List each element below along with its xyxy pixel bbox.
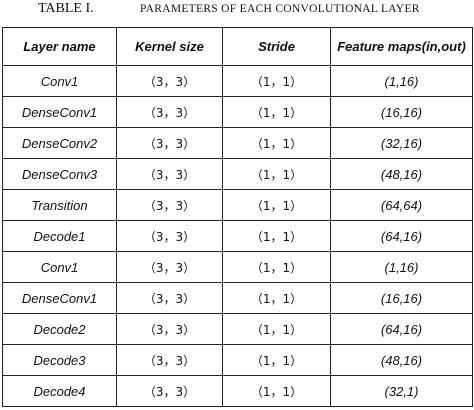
table-row: Decode2 （3，3） （1，1） (64,16): [2, 313, 473, 345]
table-cell: （3，3）: [116, 251, 223, 283]
parameter-table: Layer name Kernel size Stride Feature maps(…: [2, 27, 473, 407]
table-cell: (1,16): [330, 251, 473, 283]
table-body: Conv1 （3，3） （1，1） (1,16) DenseConv1 （3，3） （1，1…: [2, 65, 473, 407]
table-row: Transition （3，3） （1，1） (64,64): [2, 189, 473, 221]
header-row: Layer name Kernel size Stride Feature maps(…: [2, 27, 473, 66]
table-cell: (48,16): [330, 344, 473, 376]
table-row: Decode1 （3，3） （1，1） (64,16): [2, 220, 473, 252]
table-cell: Decode2: [2, 313, 117, 345]
table-cell: (16,16): [330, 96, 473, 128]
table-cell: （1，1）: [222, 127, 331, 159]
table-cell: （1，1）: [222, 220, 331, 252]
table-row: DenseConv3 （3，3） （1，1） (48,16): [2, 158, 473, 190]
table-cell: (64,16): [330, 220, 473, 252]
table-cell: (48,16): [330, 158, 473, 190]
header-cell: Feature maps(in,out): [330, 27, 473, 66]
table-cell: Conv1: [2, 65, 117, 97]
table-row: Conv1 （3，3） （1，1） (1,16): [2, 65, 473, 97]
table-cell: Decode3: [2, 344, 117, 376]
table-cell: Decode4: [2, 375, 117, 407]
table-cell: Conv1: [2, 251, 117, 283]
caption: TABLE I. PARAMETERS OF EACH CONVOLUTIONA…: [0, 0, 474, 24]
table-cell: DenseConv1: [2, 96, 117, 128]
table-cell: Transition: [2, 189, 117, 221]
table-cell: （1，1）: [222, 344, 331, 376]
table-cell: (16,16): [330, 282, 473, 314]
table-cell: （3，3）: [116, 220, 223, 252]
table-cell: （3，3）: [116, 282, 223, 314]
table-cell: （3，3）: [116, 375, 223, 407]
table-row: Conv1 （3，3） （1，1） (1,16): [2, 251, 473, 283]
table-cell: (64,16): [330, 313, 473, 345]
table-cell: （3，3）: [116, 65, 223, 97]
table-cell: （3，3）: [116, 127, 223, 159]
table-cell: (32,1): [330, 375, 473, 407]
table-cell: DenseConv3: [2, 158, 117, 190]
table-cell: （1，1）: [222, 96, 331, 128]
table-cell: （1，1）: [222, 158, 331, 190]
table-cell: （1，1）: [222, 282, 331, 314]
table-cell: （1，1）: [222, 251, 331, 283]
caption-title: PARAMETERS OF EACH CONVOLUTIONAL LAYER: [140, 3, 420, 15]
table-cell: （3，3）: [116, 313, 223, 345]
table-cell: （3，3）: [116, 96, 223, 128]
table-cell: （3，3）: [116, 158, 223, 190]
caption-label: TABLE I.: [38, 1, 94, 16]
table-cell: （1，1）: [222, 189, 331, 221]
table-cell: （1，1）: [222, 65, 331, 97]
header-cell: Kernel size: [116, 27, 223, 66]
table-row: Decode3 （3，3） （1，1） (48,16): [2, 344, 473, 376]
table-cell: DenseConv1: [2, 282, 117, 314]
table-row: Decode4 （3，3） （1，1） (32,1): [2, 375, 473, 407]
header-cell: Stride: [222, 27, 331, 66]
table-cell: （1，1）: [222, 313, 331, 345]
header-cell: Layer name: [2, 27, 117, 66]
table-cell: (32,16): [330, 127, 473, 159]
table-cell: （3，3）: [116, 344, 223, 376]
table-cell: (1,16): [330, 65, 473, 97]
table-cell: （1，1）: [222, 375, 331, 407]
table-cell: DenseConv2: [2, 127, 117, 159]
table-cell: (64,64): [330, 189, 473, 221]
table-cell: Decode1: [2, 220, 117, 252]
table-row: DenseConv2 （3，3） （1，1） (32,16): [2, 127, 473, 159]
table-row: DenseConv1 （3，3） （1，1） (16,16): [2, 96, 473, 128]
table-row: DenseConv1 （3，3） （1，1） (16,16): [2, 282, 473, 314]
table-cell: （3，3）: [116, 189, 223, 221]
